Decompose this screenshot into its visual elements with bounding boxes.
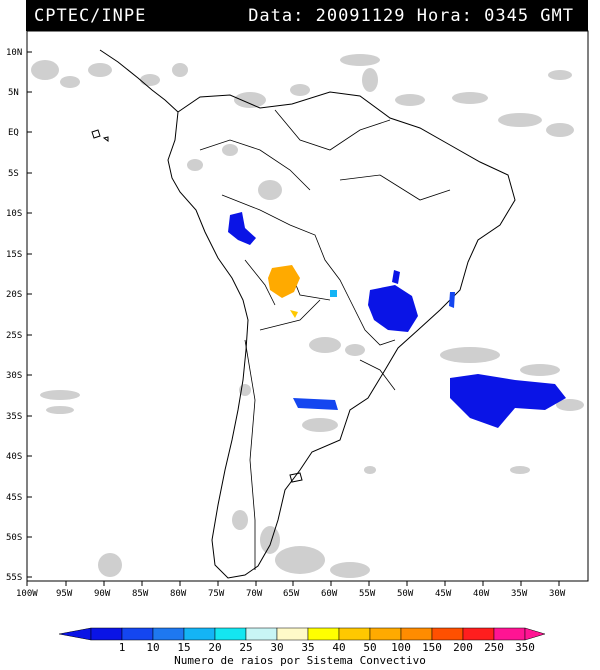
lon-label: 80W <box>170 589 187 599</box>
colorbar-swatch <box>121 627 154 641</box>
colorbar-swatch <box>369 627 402 641</box>
storm-atlantic <box>450 374 566 428</box>
colorbar-swatch <box>245 627 278 641</box>
lon-label: 100W <box>16 589 38 599</box>
storm-peru <box>228 212 256 245</box>
lat-label: 5N <box>8 88 19 98</box>
lat-label: 10N <box>6 48 22 58</box>
colorbar-title: Numero de raios por Sistema Convectivo <box>174 654 426 667</box>
lon-label: 35W <box>511 589 528 599</box>
storm-brazil-se <box>368 285 418 332</box>
colorbar: 1 10 15 20 25 30 35 40 50 100 150 200 250 350 <box>58 627 546 654</box>
central-america-coast <box>99 49 179 113</box>
lat-label: 10S <box>6 209 22 219</box>
south-america-coast <box>167 91 516 579</box>
lon-label: 65W <box>283 589 300 599</box>
lat-label: 30S <box>6 371 22 381</box>
galapagos-islands <box>91 129 109 142</box>
colorbar-swatch <box>493 627 526 641</box>
colorbar-swatch <box>307 627 340 641</box>
colorbar-arrow-right <box>524 627 546 641</box>
lon-label: 55W <box>359 589 376 599</box>
colorbar-swatch <box>152 627 185 641</box>
colorbar-swatch <box>400 627 433 641</box>
lon-label: 40W <box>473 589 490 599</box>
lat-label: 50S <box>6 533 22 543</box>
colorbar-label: 150 <box>422 641 442 654</box>
colorbar-label: 10 <box>146 641 159 654</box>
map-frame <box>26 30 589 582</box>
colorbar-label: 15 <box>177 641 190 654</box>
lat-label: 55S <box>6 573 22 583</box>
datetime-label: Data: 20091129 Hora: 0345 GMT <box>248 5 574 26</box>
lon-ticks <box>26 581 560 586</box>
colorbar-label: 30 <box>270 641 283 654</box>
lon-label: 75W <box>208 589 225 599</box>
lat-label: 5S <box>8 169 19 179</box>
storm-brazil-n <box>392 270 400 284</box>
lat-label: 25S <box>6 331 22 341</box>
lat-label: 35S <box>6 412 22 422</box>
lon-axis: 100W 95W 90W 85W 80W 75W 70W 65W 60W 55W… <box>16 589 566 599</box>
colorbar-label: 40 <box>332 641 345 654</box>
lat-label: 20S <box>6 290 22 300</box>
colorbar-swatch <box>431 627 464 641</box>
colorbar-swatch <box>90 627 123 641</box>
colorbar-label: 200 <box>453 641 473 654</box>
colorbar-swatch <box>276 627 309 641</box>
colorbar-arrow-left <box>58 627 92 641</box>
colorbar-swatch <box>462 627 495 641</box>
lat-axis: 10N 5N EQ 5S 10S 15S 20S 25S 30S 35S 40S… <box>6 48 22 583</box>
agency-label: CPTEC/INPE <box>34 5 147 26</box>
colorbar-label: 35 <box>301 641 314 654</box>
country-borders <box>199 109 451 570</box>
colorbar-swatch <box>338 627 371 641</box>
lon-label: 50W <box>397 589 414 599</box>
lon-label: 30W <box>549 589 566 599</box>
colorbar-label: 50 <box>363 641 376 654</box>
colorbar-label: 20 <box>208 641 221 654</box>
falkland-islands <box>289 472 303 483</box>
lat-ticks <box>27 51 32 578</box>
colorbar-label: 250 <box>484 641 504 654</box>
storm-argentina <box>293 398 338 410</box>
convective-systems <box>228 212 566 428</box>
lon-label: 45W <box>435 589 452 599</box>
colorbar-label: 25 <box>239 641 252 654</box>
lat-label: 45S <box>6 493 22 503</box>
lon-label: 95W <box>56 589 73 599</box>
storm-coast <box>449 292 455 308</box>
lon-label: 85W <box>132 589 149 599</box>
colorbar-swatch <box>214 627 247 641</box>
storm-paraguay <box>330 290 337 297</box>
colorbar-label: 350 <box>515 641 535 654</box>
storm-small-orange <box>290 310 298 318</box>
lat-label: 15S <box>6 250 22 260</box>
lon-label: 60W <box>321 589 338 599</box>
lon-label: 90W <box>94 589 111 599</box>
lon-label: 70W <box>246 589 263 599</box>
map-header: CPTEC/INPE Data: 20091129 Hora: 0345 GMT <box>26 0 588 31</box>
colorbar-label: 100 <box>391 641 411 654</box>
storm-bolivia <box>268 265 300 298</box>
lat-label: 40S <box>6 452 22 462</box>
colorbar-label: 1 <box>119 641 126 654</box>
lat-label: EQ <box>8 128 19 138</box>
colorbar-swatch <box>183 627 216 641</box>
